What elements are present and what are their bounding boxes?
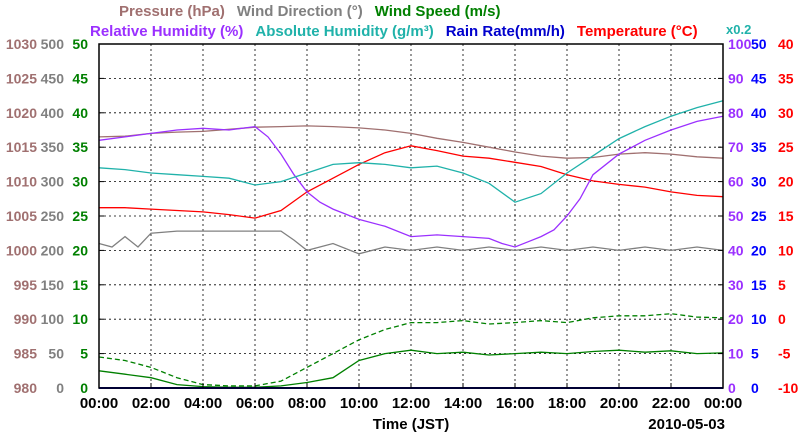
wind_speed-tick-label: 5 xyxy=(80,346,88,362)
legend-wind-direction: Wind Direction (°) xyxy=(237,3,363,20)
rain_rate-tick-label: 40 xyxy=(751,105,767,121)
x-tick-label: 08:00 xyxy=(288,395,326,412)
wind_speed-tick-label: 0 xyxy=(80,380,88,396)
relative_humidity-tick-label: 60 xyxy=(728,174,744,190)
wind_direction-tick-label: 150 xyxy=(41,277,65,293)
x-tick-label: 22:00 xyxy=(652,395,690,412)
wind_speed-tick-label: 30 xyxy=(72,174,88,190)
relative_humidity-tick-label: 80 xyxy=(728,105,744,121)
x-tick-label: 06:00 xyxy=(236,395,274,412)
series-wind-direction xyxy=(98,230,724,255)
rain_rate-tick-label: 25 xyxy=(751,208,767,224)
relative_humidity-tick-label: 70 xyxy=(728,139,744,155)
x-tick-label: 02:00 xyxy=(132,395,170,412)
wind_direction-tick-label: 400 xyxy=(41,105,65,121)
wind_direction-tick-label: 450 xyxy=(41,70,65,86)
legend-relative-humidity: Relative Humidity (%) xyxy=(90,23,243,40)
relative_humidity-tick-label: 10 xyxy=(728,346,744,362)
rain_rate-tick-label: 10 xyxy=(751,311,767,327)
pressure-tick-label: 1020 xyxy=(6,105,37,121)
wind_direction-tick-label: 300 xyxy=(41,174,65,190)
series-relative-humidity xyxy=(98,115,724,248)
pressure-tick-label: 1025 xyxy=(6,70,37,86)
wind_direction-tick-label: 200 xyxy=(41,242,65,258)
temperature-tick-label: 10 xyxy=(778,242,794,258)
wind_direction-tick-label: 100 xyxy=(41,311,65,327)
rain_rate-tick-label: 30 xyxy=(751,174,767,190)
scale-note: x0.2 xyxy=(726,22,751,37)
wind_direction-tick-label: 50 xyxy=(48,346,64,362)
wind_speed-tick-label: 10 xyxy=(72,311,88,327)
x-tick-label: 00:00 xyxy=(704,395,742,412)
series-absolute-humidity xyxy=(98,100,724,203)
wind_direction-tick-label: 250 xyxy=(41,208,65,224)
x-tick-label: 10:00 xyxy=(340,395,378,412)
pressure-tick-label: 1000 xyxy=(6,242,37,258)
relative_humidity-tick-label: 0 xyxy=(728,380,736,396)
relative_humidity-tick-label: 40 xyxy=(728,242,744,258)
wind_speed-tick-label: 40 xyxy=(72,105,88,121)
relative_humidity-tick-label: 30 xyxy=(728,277,744,293)
x-tick-label: 04:00 xyxy=(184,395,222,412)
x-tick-label: 20:00 xyxy=(600,395,638,412)
rain_rate-tick-label: 15 xyxy=(751,277,767,293)
pressure-tick-label: 980 xyxy=(14,380,38,396)
rain_rate-tick-label: 5 xyxy=(751,346,759,362)
y-axes: 9809859909951000100510101015102010251030… xyxy=(6,36,799,396)
pressure-tick-label: 1030 xyxy=(6,36,37,52)
relative_humidity-tick-label: 20 xyxy=(728,311,744,327)
wind_speed-tick-label: 50 xyxy=(72,36,88,52)
legend: Pressure (hPa) Wind Direction (°) Wind Spe… xyxy=(90,3,698,40)
x-axis-label: Time (JST) xyxy=(373,416,449,433)
x-tick-label: 16:00 xyxy=(496,395,534,412)
legend-rain-rate: Rain Rate(mm/h) xyxy=(446,23,565,40)
rain_rate-tick-label: 20 xyxy=(751,242,767,258)
temperature-tick-label: 40 xyxy=(778,36,794,52)
wind_speed-tick-label: 15 xyxy=(72,277,88,293)
temperature-tick-label: -5 xyxy=(778,346,791,362)
rain_rate-tick-label: 50 xyxy=(751,36,767,52)
wind_speed-tick-label: 20 xyxy=(72,242,88,258)
relative_humidity-tick-label: 90 xyxy=(728,70,744,86)
x-tick-label: 18:00 xyxy=(548,395,586,412)
wind_speed-tick-label: 35 xyxy=(72,139,88,155)
x-tick-label: 12:00 xyxy=(392,395,430,412)
legend-wind-speed: Wind Speed (m/s) xyxy=(375,3,501,20)
rain_rate-tick-label: 35 xyxy=(751,139,767,155)
temperature-tick-label: 30 xyxy=(778,105,794,121)
wind_speed-tick-label: 25 xyxy=(72,208,88,224)
legend-pressure: Pressure (hPa) xyxy=(119,3,225,20)
temperature-tick-label: 35 xyxy=(778,70,794,86)
relative_humidity-tick-label: 100 xyxy=(728,36,752,52)
series-temperature xyxy=(99,145,724,219)
pressure-tick-label: 990 xyxy=(14,311,38,327)
date-label: 2010-05-03 xyxy=(648,416,725,433)
pressure-tick-label: 1015 xyxy=(6,139,37,155)
wind_direction-tick-label: 350 xyxy=(41,139,65,155)
pressure-tick-label: 995 xyxy=(14,277,38,293)
pressure-tick-label: 985 xyxy=(14,346,38,362)
temperature-tick-label: -10 xyxy=(778,380,798,396)
temperature-tick-label: 25 xyxy=(778,139,794,155)
legend-absolute-humidity: Absolute Humidity (g/m³) xyxy=(255,23,433,40)
legend-temperature: Temperature (°C) xyxy=(577,23,698,40)
rain_rate-tick-label: 45 xyxy=(751,70,767,86)
wind_direction-tick-label: 500 xyxy=(41,36,65,52)
pressure-tick-label: 1010 xyxy=(6,174,37,190)
wind_direction-tick-label: 0 xyxy=(56,380,64,396)
pressure-tick-label: 1005 xyxy=(6,208,37,224)
rain_rate-tick-label: 0 xyxy=(751,380,759,396)
temperature-tick-label: 0 xyxy=(778,311,786,327)
temperature-tick-label: 5 xyxy=(778,277,786,293)
grid xyxy=(99,44,723,388)
x-tick-label: 14:00 xyxy=(444,395,482,412)
relative_humidity-tick-label: 50 xyxy=(728,208,744,224)
wind_speed-tick-label: 45 xyxy=(72,70,88,86)
x-tick-label: 00:00 xyxy=(80,395,118,412)
temperature-tick-label: 15 xyxy=(778,208,794,224)
temperature-tick-label: 20 xyxy=(778,174,794,190)
x-tick-labels: 00:00 02:00 04:00 06:00 08:00 10:00 12:00 14:00… xyxy=(80,383,742,412)
